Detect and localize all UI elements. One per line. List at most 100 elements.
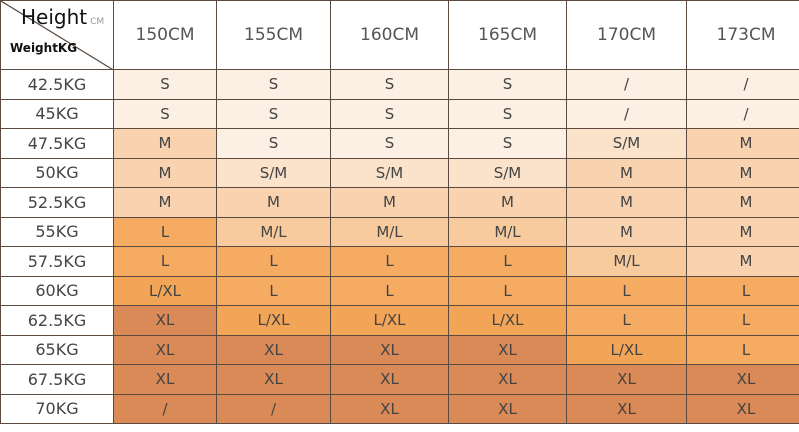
- size-cell: XL: [113, 334, 217, 365]
- weight-cell: 42.5KG: [0, 69, 114, 100]
- size-cell: XL: [113, 305, 217, 336]
- size-cell: /: [566, 69, 687, 100]
- height-text: Height: [21, 5, 88, 29]
- size-cell: L: [686, 334, 799, 365]
- size-cell: S: [330, 128, 449, 159]
- size-cell: XL: [448, 393, 567, 424]
- size-cell: XL: [566, 364, 687, 395]
- size-cell: M: [686, 216, 799, 247]
- height-header: 150CM: [113, 0, 217, 70]
- table-row: 70KG / / XL XL XL XL: [0, 393, 799, 424]
- size-cell: XL: [330, 364, 449, 395]
- weight-cell: 55KG: [0, 216, 114, 247]
- size-cell: /: [216, 393, 331, 424]
- table-row: 52.5KG M M M M M M: [0, 187, 799, 218]
- size-cell: XL: [566, 393, 687, 424]
- weight-cell: 52.5KG: [0, 187, 114, 218]
- size-cell: S/M: [216, 157, 331, 188]
- size-cell: L: [216, 275, 331, 306]
- size-cell: M: [566, 157, 687, 188]
- size-cell: XL: [216, 334, 331, 365]
- table-row: 57.5KG L L L L M/L M: [0, 246, 799, 277]
- size-cell: XL: [216, 364, 331, 395]
- weight-cell: 50KG: [0, 157, 114, 188]
- size-cell: M: [686, 128, 799, 159]
- corner-header: Height CM WeightKG: [0, 0, 114, 70]
- size-cell: S: [448, 128, 567, 159]
- size-cell: M: [113, 157, 217, 188]
- size-cell: S: [113, 69, 217, 100]
- size-cell: M: [216, 187, 331, 218]
- weight-cell: 57.5KG: [0, 246, 114, 277]
- size-cell: M: [113, 187, 217, 218]
- size-cell: L: [686, 275, 799, 306]
- height-header: 160CM: [330, 0, 449, 70]
- size-cell: M: [566, 216, 687, 247]
- size-cell: L: [686, 305, 799, 336]
- table-row: 50KG M S/M S/M S/M M M: [0, 157, 799, 188]
- table-row: 62.5KG XL L/XL L/XL L/XL L L: [0, 305, 799, 336]
- size-cell: L: [330, 275, 449, 306]
- size-cell: L: [330, 246, 449, 277]
- size-cell: L/XL: [330, 305, 449, 336]
- size-cell: M: [686, 157, 799, 188]
- size-cell: M: [686, 246, 799, 277]
- size-cell: L: [448, 275, 567, 306]
- table-row: 60KG L/XL L L L L L: [0, 275, 799, 306]
- weight-label: WeightKG: [10, 41, 78, 55]
- weight-cell: 47.5KG: [0, 128, 114, 159]
- size-cell: L: [113, 216, 217, 247]
- size-cell: M: [330, 187, 449, 218]
- size-cell: S/M: [448, 157, 567, 188]
- size-cell: M/L: [216, 216, 331, 247]
- size-cell: L/XL: [216, 305, 331, 336]
- size-cell: L: [448, 246, 567, 277]
- size-cell: S: [216, 128, 331, 159]
- table-row: 45KG S S S S / /: [0, 98, 799, 129]
- size-cell: S: [448, 98, 567, 129]
- size-cell: S/M: [566, 128, 687, 159]
- size-cell: M/L: [566, 246, 687, 277]
- height-header: 155CM: [216, 0, 331, 70]
- size-cell: /: [686, 98, 799, 129]
- size-cell: M: [113, 128, 217, 159]
- weight-cell: 45KG: [0, 98, 114, 129]
- size-cell: S/M: [330, 157, 449, 188]
- size-cell: S: [113, 98, 217, 129]
- size-cell: XL: [330, 334, 449, 365]
- size-cell: XL: [448, 364, 567, 395]
- size-cell: /: [686, 69, 799, 100]
- size-cell: M: [686, 187, 799, 218]
- size-cell: L: [216, 246, 331, 277]
- table-row: 55KG L M/L M/L M/L M M: [0, 216, 799, 247]
- height-header: 165CM: [448, 0, 567, 70]
- height-unit: CM: [90, 17, 105, 27]
- table-row: 67.5KG XL XL XL XL XL XL: [0, 364, 799, 395]
- size-cell: L/XL: [113, 275, 217, 306]
- size-cell: XL: [330, 393, 449, 424]
- weight-cell: 62.5KG: [0, 305, 114, 336]
- size-cell: S: [330, 98, 449, 129]
- size-cell: S: [330, 69, 449, 100]
- size-cell: L: [566, 305, 687, 336]
- height-header: 170CM: [566, 0, 687, 70]
- diagonal-divider: [1, 1, 113, 69]
- size-cell: M/L: [330, 216, 449, 247]
- header-row: Height CM WeightKG 150CM 155CM 160CM 165CM 17…: [0, 0, 799, 70]
- size-cell: L/XL: [448, 305, 567, 336]
- size-cell: S: [448, 69, 567, 100]
- size-cell: M: [448, 187, 567, 218]
- size-cell: XL: [113, 364, 217, 395]
- height-label: Height CM: [21, 5, 104, 29]
- height-header: 173CM: [686, 0, 799, 70]
- table-row: 65KG XL XL XL XL L/XL L: [0, 334, 799, 365]
- size-cell: L/XL: [566, 334, 687, 365]
- size-cell: S: [216, 69, 331, 100]
- size-cell: S: [216, 98, 331, 129]
- table-row: 42.5KG S S S S / /: [0, 69, 799, 100]
- weight-cell: 70KG: [0, 393, 114, 424]
- weight-cell: 60KG: [0, 275, 114, 306]
- size-cell: XL: [448, 334, 567, 365]
- weight-cell: 67.5KG: [0, 364, 114, 395]
